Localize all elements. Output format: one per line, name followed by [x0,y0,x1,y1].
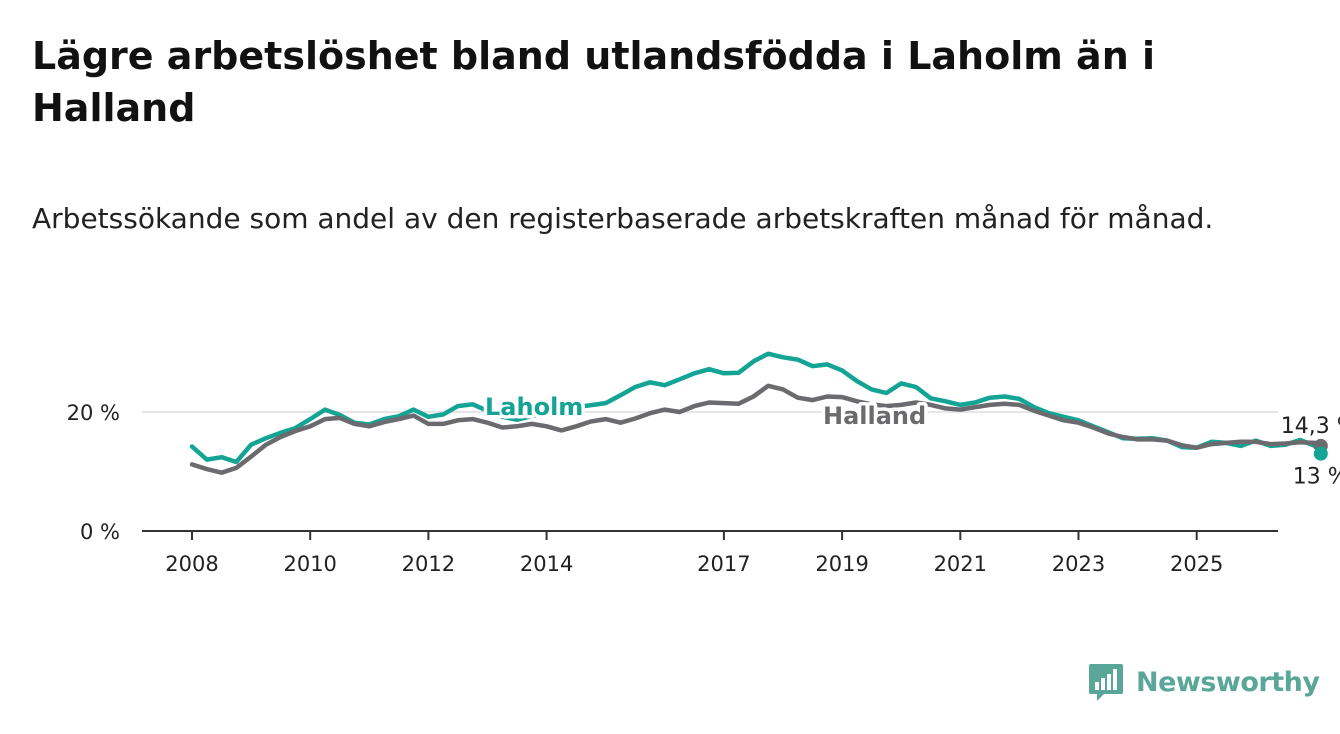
x-tick-label: 2010 [283,552,336,576]
laholm-line [189,351,1324,465]
x-tick-label: 2019 [815,552,868,576]
halland-end-label: 14,3 % [1281,414,1340,439]
y-tick-label: 20 % [67,401,120,425]
halland-line [189,383,1324,475]
series-lines [189,351,1324,475]
x-tick-label: 2012 [402,552,455,576]
x-tick-label: 2021 [934,552,987,576]
newsworthy-logo: Newsworthy [1088,660,1320,704]
axes: 0 % 20 % 2008 2010 2012 2014 2017 2019 2021 2023 2… [67,401,1278,576]
laholm-end-marker [1313,446,1328,461]
x-tick-label: 2023 [1052,552,1105,576]
laholm-series-label: Laholm [485,393,583,421]
halland-series-label: Halland [823,402,926,430]
laholm-end-label: 13 % [1293,465,1340,490]
x-tick-label: 2025 [1170,552,1223,576]
series-labels: Laholm Halland 14,3 % 13 % [482,390,1340,493]
y-tick-label: 0 % [80,520,120,544]
x-tick-label: 2008 [165,552,218,576]
x-tick-label: 2014 [520,552,573,576]
chart-subtitle: Arbetssökande som andel av den registerb… [32,202,1214,235]
chart-title: Lägre arbetslöshet bland utlandsfödda i … [32,34,1156,130]
x-tick-label: 2017 [697,552,750,576]
bar-chart-logo-icon [1089,664,1123,701]
brand-name: Newsworthy [1136,666,1320,698]
